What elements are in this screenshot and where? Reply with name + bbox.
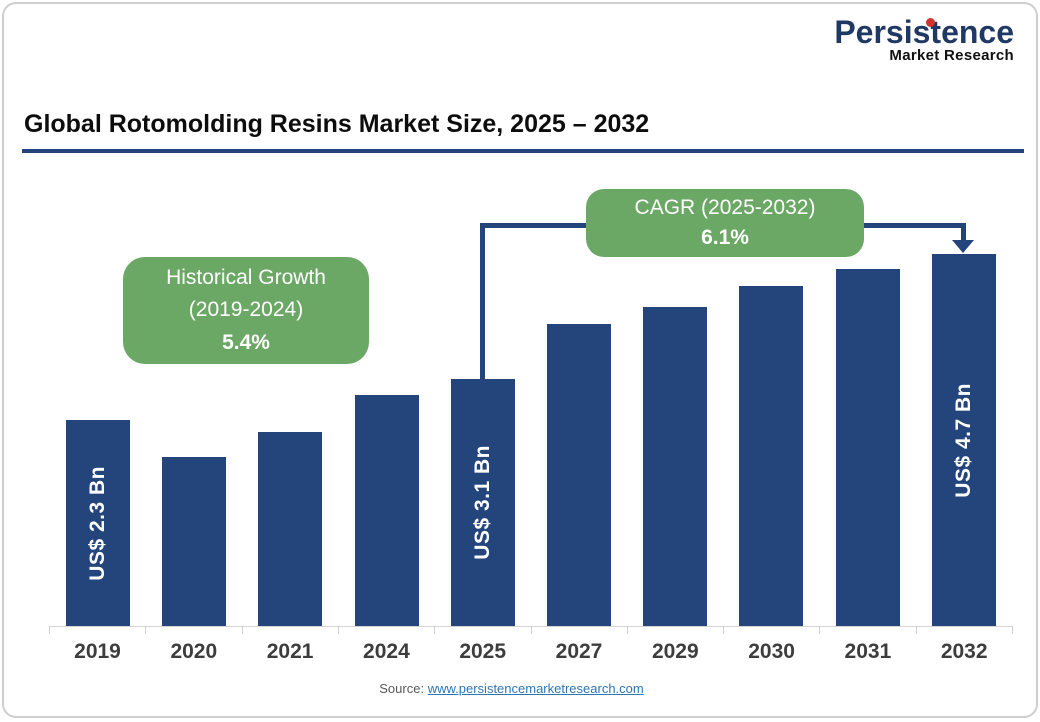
cagr-bracket-left-line — [480, 223, 485, 379]
title-underline — [22, 149, 1024, 153]
cagr-line1: CAGR (2025-2032) — [634, 195, 816, 219]
bar-2020 — [162, 457, 227, 626]
source-line: Source: www.persistencemarketresearch.co… — [4, 681, 1019, 696]
logo-subtitle: Market Research — [889, 46, 1014, 64]
x-axis-label: 2029 — [651, 640, 699, 663]
bar-value-label: US$ 4.7 Bn — [951, 382, 975, 498]
page-title: Global Rotomolding Resins Market Size, 2… — [24, 110, 650, 138]
cagr-bracket-right-line — [961, 223, 966, 242]
axis-tick — [145, 626, 147, 634]
arrow-down-icon — [952, 240, 974, 253]
axis-tick — [434, 626, 436, 634]
axis-tick — [915, 626, 917, 634]
bar-2029 — [643, 307, 708, 626]
bar-2021 — [258, 432, 323, 626]
x-axis-label: 2027 — [555, 640, 603, 663]
bar-2024 — [354, 395, 419, 626]
cagr-value: 6.1% — [701, 226, 749, 249]
historical-growth-callout: Historical Growth (2019-2024) 5.4% — [123, 257, 369, 364]
axis-tick — [626, 626, 628, 634]
axis-tick — [49, 626, 50, 634]
logo-red-dot-icon — [926, 18, 935, 27]
bar-2030 — [739, 286, 804, 626]
historical-growth-line2: (2019-2024) — [188, 298, 304, 322]
axis-tick — [337, 626, 339, 634]
bar-2032: US$ 4.7 Bn — [931, 254, 996, 626]
bar-value-label: US$ 2.3 Bn — [86, 465, 109, 581]
bar-2019: US$ 2.3 Bn — [66, 420, 130, 626]
x-axis-label: 2024 — [363, 640, 410, 663]
logo-wordmark: Persistence — [834, 14, 1014, 50]
x-axis-label: 2031 — [844, 640, 892, 663]
historical-growth-value: 5.4% — [222, 330, 270, 354]
bar-2027 — [547, 324, 611, 626]
axis-tick — [819, 626, 821, 634]
bar-2031 — [835, 269, 900, 626]
cagr-callout: CAGR (2025-2032) 6.1% — [586, 189, 864, 257]
source-label: Source: — [379, 681, 425, 696]
axis-tick — [530, 626, 532, 634]
x-axis-label: 2025 — [459, 640, 507, 663]
axis-tick — [241, 626, 243, 634]
bar-value-label: US$ 3.1 Bn — [470, 445, 494, 560]
axis-tick — [1012, 626, 1013, 634]
x-axis-label: 2020 — [170, 640, 218, 663]
axis-tick — [723, 626, 725, 634]
x-axis-label: 2021 — [266, 640, 314, 663]
logo: Persistence Market Research — [834, 14, 1014, 64]
historical-growth-line1: Historical Growth — [166, 265, 326, 289]
source-link[interactable]: www.persistencemarketresearch.com — [427, 681, 644, 696]
x-axis-label: 2032 — [940, 640, 988, 663]
x-axis-label: 2019 — [74, 640, 121, 663]
logo-text: Persistence — [834, 14, 1014, 50]
x-axis-label: 2030 — [748, 640, 795, 663]
bar-2025: US$ 3.1 Bn — [450, 379, 515, 626]
